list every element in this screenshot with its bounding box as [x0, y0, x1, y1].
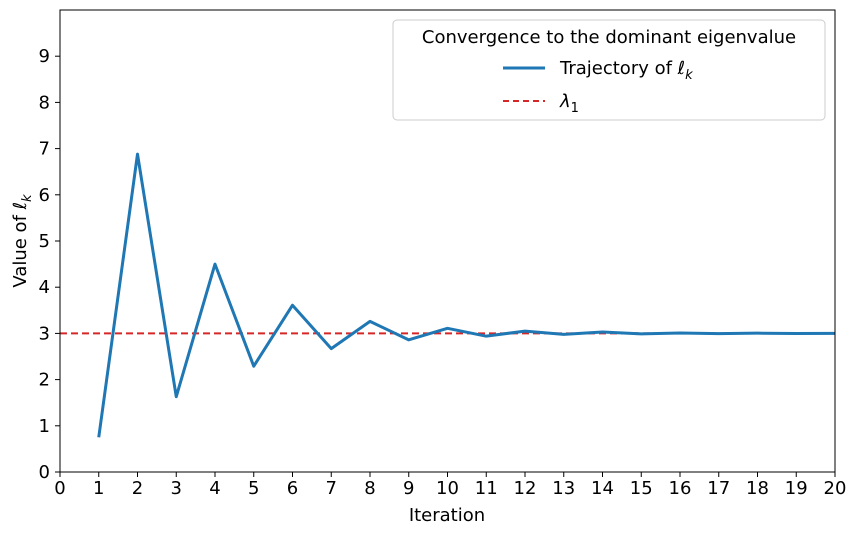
x-tick-label: 6 [287, 478, 298, 499]
y-tick-label: 4 [39, 277, 50, 298]
x-tick-label: 2 [132, 478, 143, 499]
legend-box [392, 19, 826, 121]
x-axis-label: Iteration [409, 505, 485, 526]
x-tick-label: 0 [54, 478, 65, 499]
legend-label-lambda-subscript: 1 [571, 101, 579, 116]
x-tick-label: 14 [591, 478, 614, 499]
legend: Convergence to the dominant eigenvalue T… [392, 19, 826, 121]
x-tick-label: 20 [824, 478, 847, 499]
legend-label-trajectory: Trajectory of ℓk [559, 58, 693, 83]
x-tick-label: 17 [707, 478, 730, 499]
legend-title: Convergence to the dominant eigenvalue [422, 27, 796, 48]
x-tick-label: 11 [475, 478, 498, 499]
x-tick-label: 13 [552, 478, 575, 499]
y-tick-label: 1 [39, 416, 50, 437]
x-tick-label: 8 [364, 478, 375, 499]
x-tick-label: 7 [326, 478, 337, 499]
y-tick-label: 6 [39, 185, 50, 206]
x-tick-label: 12 [514, 478, 537, 499]
y-tick-label: 7 [39, 139, 50, 160]
y-tick-label: 9 [39, 46, 50, 67]
legend-label-trajectory-subscript: k [685, 68, 693, 83]
y-axis-label-subscript: k [20, 194, 35, 202]
legend-label-lambda: λ1 [559, 91, 579, 116]
x-tick-label: 18 [746, 478, 769, 499]
plot-frame [59, 9, 836, 473]
x-tick-label: 16 [669, 478, 692, 499]
y-tick-label: 3 [39, 323, 50, 344]
x-tick-label: 9 [403, 478, 414, 499]
y-axis-label: Value of ℓk [10, 194, 35, 288]
x-tick-label: 4 [209, 478, 220, 499]
y-tick-label: 8 [39, 92, 50, 113]
y-tick-label: 2 [39, 370, 50, 391]
x-tick-label: 10 [436, 478, 459, 499]
y-tick-label: 5 [39, 231, 50, 252]
x-tick-label: 3 [171, 478, 182, 499]
x-tick-label: 5 [248, 478, 259, 499]
x-tick-label: 15 [630, 478, 653, 499]
trajectory-line [97, 152, 836, 438]
x-tick-label: 1 [93, 478, 104, 499]
x-tick-label: 19 [785, 478, 808, 499]
y-tick-label: 0 [39, 462, 50, 483]
